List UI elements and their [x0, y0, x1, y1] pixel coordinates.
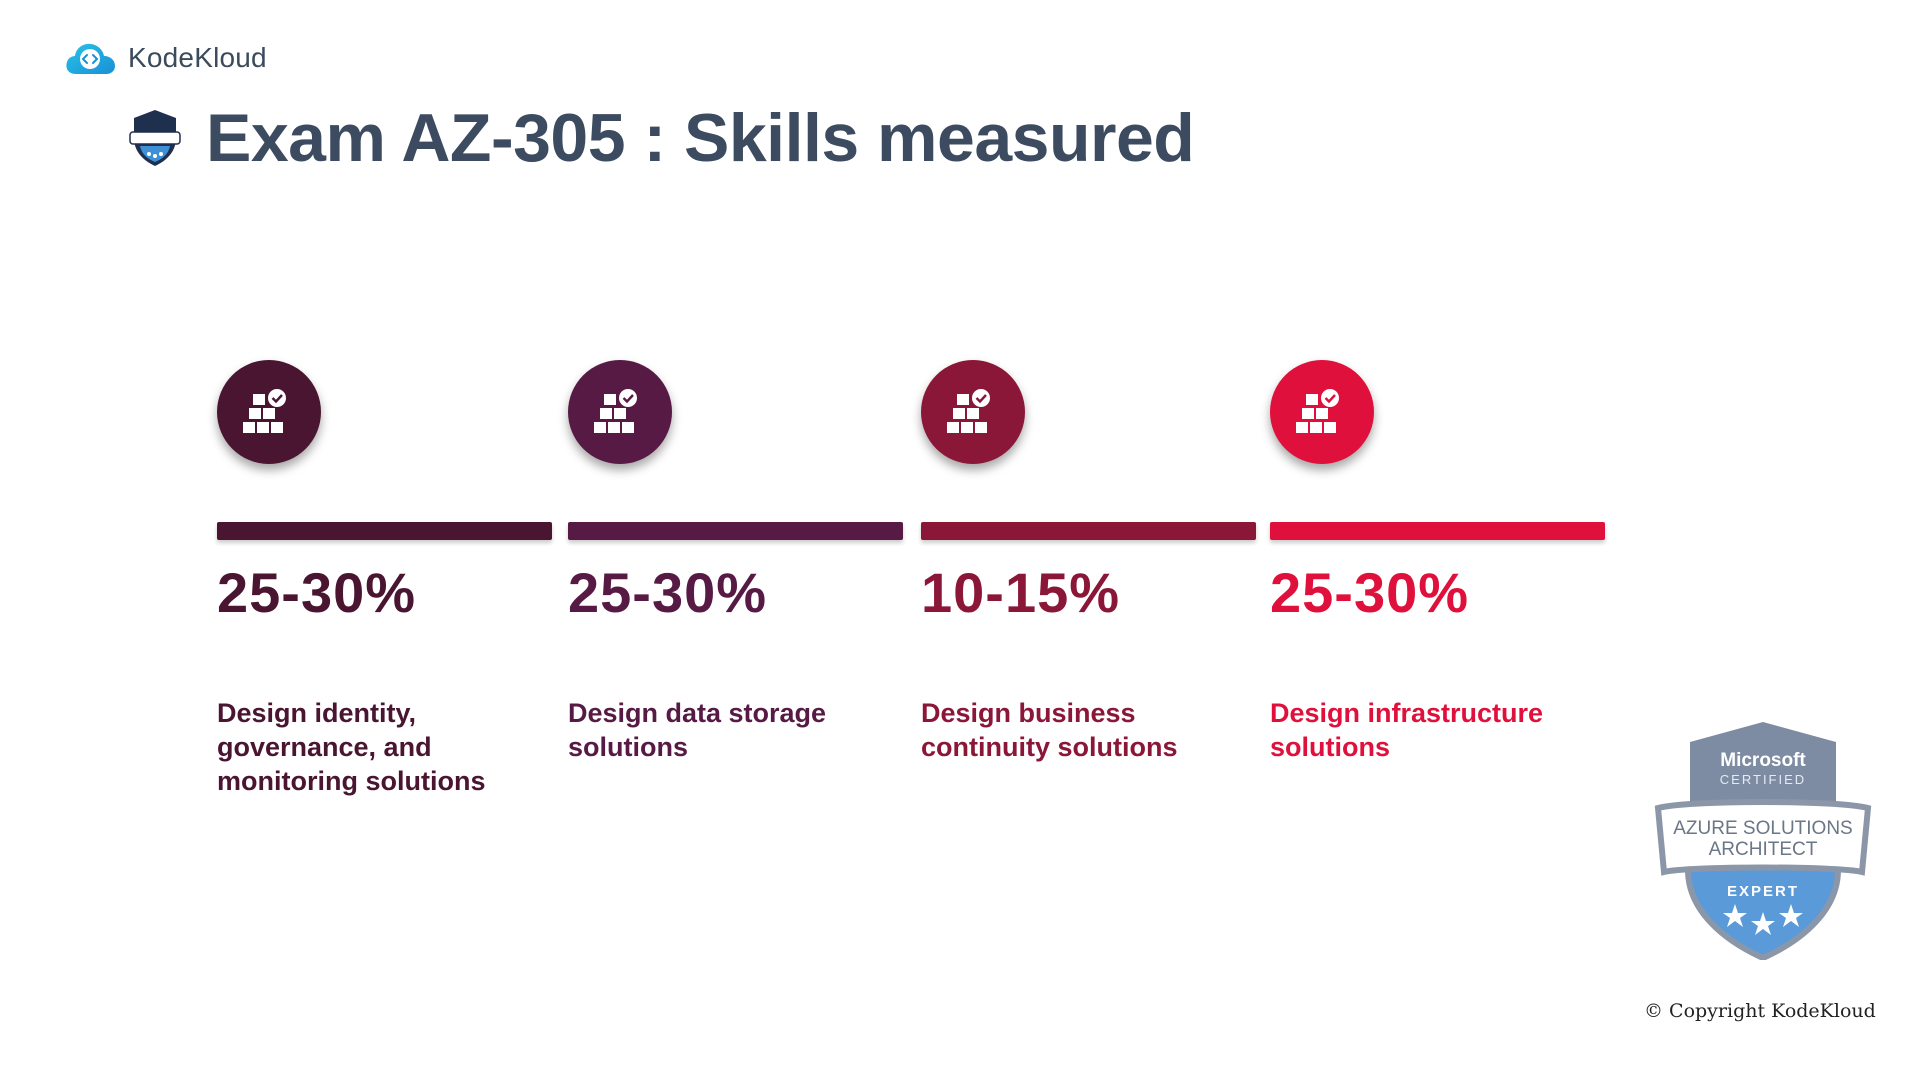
skill-percent: 10-15%	[921, 561, 1121, 624]
skill-column-3: 10-15% Design business continuity soluti…	[921, 360, 1256, 762]
skill-bar	[921, 522, 1256, 540]
copyright-text: © Copyright KodeKloud	[1644, 1000, 1876, 1022]
page-title: Exam AZ-305 : Skills measured	[206, 100, 1195, 176]
skill-icon-circle	[1270, 360, 1374, 464]
skill-bar	[568, 522, 903, 540]
skill-percent: 25-30%	[568, 561, 768, 624]
skill-description: Design data storage solutions	[568, 698, 827, 762]
boxes-check-icon	[243, 389, 286, 433]
skill-description: Design identity, governance, and monitor…	[217, 698, 486, 796]
skill-description: Design business continuity solutions	[921, 698, 1178, 762]
kodekloud-logo: KodeKloud	[64, 38, 267, 78]
azure-architect-badge-icon	[129, 110, 181, 166]
badge-architect: ARCHITECT	[1709, 839, 1818, 860]
skill-column-4: 25-30% Design infrastructure solutions	[1270, 360, 1605, 762]
boxes-check-icon	[947, 389, 990, 433]
skill-percent: 25-30%	[217, 561, 417, 624]
cloud-code-icon	[66, 43, 115, 74]
skill-icon-circle	[921, 360, 1025, 464]
badge-certified: CERTIFIED	[1720, 772, 1806, 787]
skill-bar	[217, 522, 552, 540]
microsoft-certified-badge: Microsoft CERTIFIED AZURE SOLUTIONS ARCH…	[1654, 722, 1872, 960]
skill-bar	[1270, 522, 1605, 540]
badge-stars-icon	[1723, 904, 1803, 935]
badge-azure-solutions: AZURE SOLUTIONS	[1673, 818, 1852, 839]
badge-microsoft: Microsoft	[1720, 750, 1806, 771]
skill-percent: 25-30%	[1270, 561, 1470, 624]
brand-name: KodeKloud	[128, 42, 267, 73]
skill-icon-circle	[217, 360, 321, 464]
skill-description: Design infrastructure solutions	[1270, 698, 1544, 762]
skill-column-1: 25-30% Design identity, governance, and …	[217, 360, 552, 796]
badge-expert: EXPERT	[1727, 883, 1799, 900]
skill-icon-circle	[568, 360, 672, 464]
boxes-check-icon	[1296, 389, 1339, 433]
skill-column-2: 25-30% Design data storage solutions	[568, 360, 903, 762]
boxes-check-icon	[594, 389, 637, 433]
